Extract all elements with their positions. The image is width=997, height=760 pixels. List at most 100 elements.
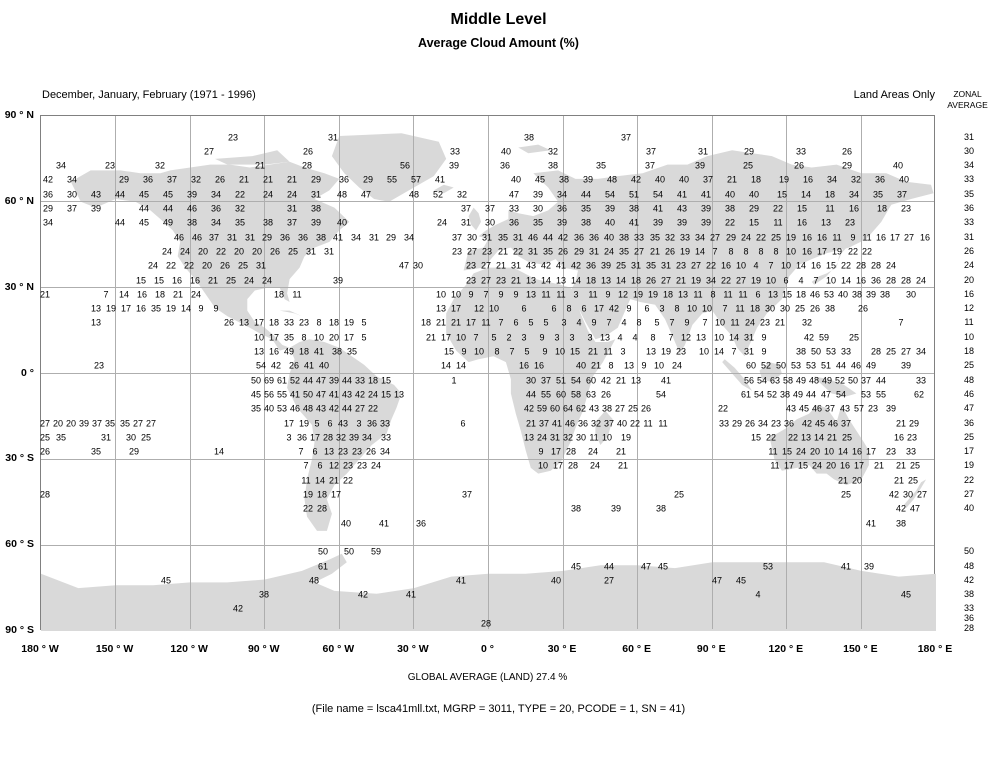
grid-value: 21 (286, 174, 298, 185)
zonal-average-value: 48 (963, 561, 975, 571)
zonal-average-value: 31 (963, 232, 975, 242)
x-axis-label: 90 ° E (696, 643, 726, 655)
grid-value: 57 (410, 174, 422, 185)
grid-value: 28 (322, 432, 334, 443)
grid-value: 27 (709, 232, 721, 243)
grid-value: 11 (825, 203, 835, 214)
grid-value: 24 (243, 275, 255, 286)
grid-value: 46 (850, 360, 862, 371)
grid-value: 15 (825, 260, 837, 271)
grid-value: 18 (824, 189, 836, 200)
grid-value: 64 (562, 403, 574, 414)
grid-value: 18 (298, 346, 310, 357)
grid-value: 38 (580, 217, 592, 228)
grid-value: 60 (549, 403, 561, 414)
grid-value: 11 (768, 446, 778, 457)
grid-value: 36 (577, 418, 589, 429)
grid-value: 47 (360, 189, 372, 200)
grid-value: 7 (668, 332, 674, 343)
grid-value: 18 (268, 317, 280, 328)
grid-value: 17 (343, 332, 355, 343)
grid-value: 20 (251, 246, 263, 257)
grid-value: 7 (722, 303, 728, 314)
continent-shape (759, 362, 782, 383)
grid-value: 21 (837, 475, 849, 486)
grid-value: 38 (851, 289, 863, 300)
grid-value: 24 (436, 217, 448, 228)
grid-value: 8 (728, 246, 734, 257)
grid-value: 33 (718, 418, 730, 429)
zonal-average-value: 38 (963, 589, 975, 599)
grid-value: 22 (847, 246, 859, 257)
grid-value: 21 (39, 289, 51, 300)
grid-value: 35 (649, 232, 661, 243)
grid-value: 10 (698, 346, 710, 357)
grid-value: 11 (589, 432, 599, 443)
grid-value: 21 (726, 174, 738, 185)
grid-value: 45 (162, 189, 174, 200)
continent-shape (769, 405, 869, 486)
grid-value: 19 (778, 174, 790, 185)
x-axis-label: 180 ° W (21, 643, 59, 655)
grid-value: 21 (893, 475, 905, 486)
grid-value: 34 (210, 217, 222, 228)
grid-value: 16 (839, 460, 851, 471)
grid-value: 36 (210, 203, 222, 214)
grid-value: 23 (495, 275, 507, 286)
grid-value: 22 (215, 246, 227, 257)
grid-value: 33 (633, 232, 645, 243)
grid-value: 17 (120, 303, 132, 314)
continent-shape (215, 150, 290, 165)
grid-value: 19 (785, 232, 797, 243)
grid-value: 44 (603, 561, 615, 572)
grid-value: 31 (743, 346, 755, 357)
grid-value: 26 (640, 403, 652, 414)
grid-value: 16 (171, 275, 183, 286)
grid-value: 10 (701, 303, 713, 314)
grid-value: 42 (232, 603, 244, 614)
grid-value: 8 (773, 246, 779, 257)
grid-value: 16 (720, 260, 732, 271)
grid-value: 36 (142, 174, 154, 185)
grid-line (413, 116, 415, 629)
grid-value: 35 (150, 303, 162, 314)
grid-value: 21 (873, 460, 885, 471)
grid-value: 36 (556, 203, 568, 214)
grid-value: 39 (186, 189, 198, 200)
grid-value: 44 (341, 403, 353, 414)
grid-value: 27 (900, 346, 912, 357)
grid-value: 36 (296, 432, 308, 443)
grid-value: 40 (837, 289, 849, 300)
grid-value: 7 (898, 317, 904, 328)
y-axis-label: 90 ° S (5, 624, 34, 636)
grid-value: 33 (354, 375, 366, 386)
grid-value: 21 (328, 475, 340, 486)
grid-value: 23 (770, 418, 782, 429)
grid-value: 7 (731, 346, 737, 357)
x-axis-label: 120 ° W (170, 643, 208, 655)
grid-value: 16 (816, 232, 828, 243)
grid-value: 17 (253, 317, 265, 328)
grid-value: 39 (694, 160, 706, 171)
grid-value: 35 (346, 346, 358, 357)
grid-value: 44 (162, 203, 174, 214)
grid-value: 23 (227, 132, 239, 143)
grid-value: 30 (902, 489, 914, 500)
grid-value: 20 (201, 260, 213, 271)
continent-shape (70, 161, 350, 351)
grid-value: 39 (700, 203, 712, 214)
grid-value: 24 (589, 460, 601, 471)
grid-value: 16 (855, 275, 867, 286)
grid-value: 31 (310, 189, 322, 200)
grid-value: 38 (547, 160, 559, 171)
grid-value: 10 (686, 303, 698, 314)
grid-value: 21 (510, 275, 522, 286)
grid-value: 56 (263, 389, 275, 400)
grid-value: 53 (825, 346, 837, 357)
grid-value: 44 (580, 189, 592, 200)
grid-value: 21 (238, 174, 250, 185)
grid-value: 19 (105, 303, 117, 314)
grid-value: 56 (399, 160, 411, 171)
grid-value: 27 (480, 260, 492, 271)
grid-value: 69 (263, 375, 275, 386)
